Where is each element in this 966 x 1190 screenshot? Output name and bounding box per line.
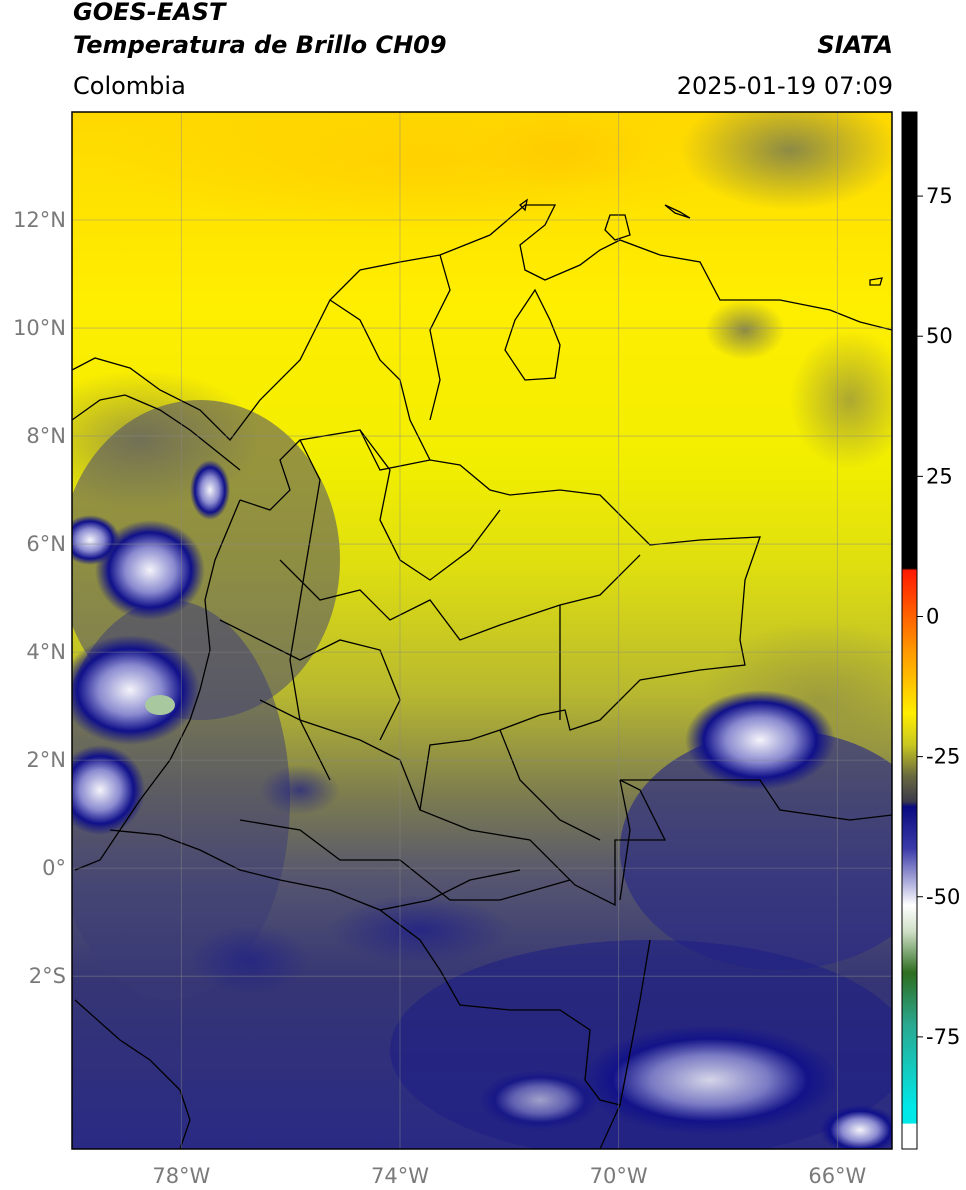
dept-line-9: [379, 869, 521, 911]
lat-tick-label: 12°N: [13, 208, 66, 232]
map-frame: [71, 111, 893, 1150]
caribbean-coastline: [72, 204, 892, 441]
region-label: Colombia: [73, 72, 186, 100]
lon-tick-label: 74°W: [371, 1164, 429, 1188]
dept-line-1: [279, 554, 641, 641]
panama-coast: [72, 394, 241, 471]
margarita-island: [869, 277, 883, 286]
lon-tick-label: 70°W: [590, 1164, 648, 1188]
colorbar-ticks: 75 50 25 0 -25 -50 -75: [917, 184, 960, 1049]
lat-tick-label: 2°S: [29, 964, 66, 988]
colorbar-tick-label: 75: [926, 184, 953, 208]
colorbar-tick-label: -50: [926, 885, 960, 909]
aruba-island: [518, 198, 528, 212]
lon-tick-label: 78°W: [152, 1164, 210, 1188]
dept-line-5: [329, 299, 431, 461]
colorbar-tick-label: 0: [926, 604, 939, 628]
dept-line-4: [259, 699, 421, 811]
pacific-coastline: [74, 499, 241, 871]
colorbar-tick-label: -25: [926, 745, 960, 769]
timestamp-label: 2025-01-19 07:09: [676, 72, 893, 100]
colorbar: 75 50 25 0 -25 -50 -75: [901, 111, 960, 1150]
lat-tick-label: 4°N: [26, 640, 66, 664]
gridlines: [72, 112, 892, 1149]
lat-tick-label: 0°: [42, 856, 66, 880]
lat-tick-label: 2°N: [26, 748, 66, 772]
colorbar-tick-label: 25: [926, 464, 953, 488]
latitude-axis: 12°N 10°N 8°N 6°N 4°N 2°N 0° 2°S: [13, 208, 66, 988]
peru-brazil-border: [599, 1104, 621, 1149]
colorbar-gradient: [902, 112, 917, 1149]
colorbar-tick-label: 50: [926, 324, 953, 348]
colorbar-frame: [901, 111, 918, 1150]
map-title: GOES-EAST: [73, 0, 226, 26]
lat-tick-label: 10°N: [13, 316, 66, 340]
ecuador-coastline: [74, 999, 191, 1149]
lon-tick-label: 66°W: [808, 1164, 866, 1188]
bonaire-island: [664, 204, 691, 219]
map-subtitle: Temperatura de Brillo CH09: [73, 31, 447, 59]
brand-label: SIATA: [817, 31, 893, 59]
lake-maracaibo: [504, 288, 561, 381]
dept-line-10: [499, 729, 601, 841]
colorbar-tick-label: -75: [926, 1025, 960, 1049]
lat-tick-label: 6°N: [26, 532, 66, 556]
dept-line-6: [429, 254, 451, 421]
lat-tick-label: 8°N: [26, 424, 66, 448]
colombia-border: [239, 429, 892, 907]
satellite-imagery: [72, 112, 892, 1149]
ecuador-peru-border: [109, 829, 651, 1106]
curacao-island: [604, 214, 631, 241]
longitude-axis: 78°W 74°W 70°W 66°W: [152, 1164, 866, 1188]
venezuela-brazil-border: [619, 779, 631, 901]
